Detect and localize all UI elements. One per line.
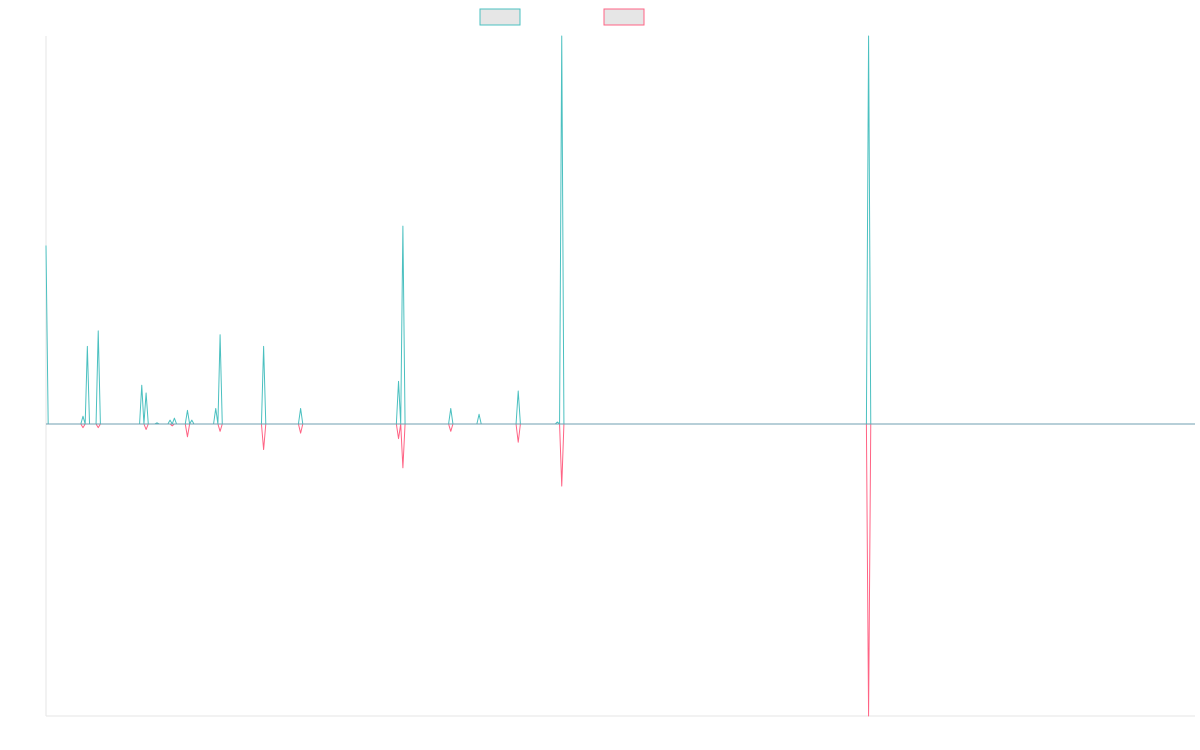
axes: [45, 36, 1195, 717]
series-layer: [45, 35, 1195, 717]
legend-swatch-1[interactable]: [479, 8, 521, 26]
legend-swatch-2[interactable]: [603, 8, 645, 26]
series-line-1: [45, 35, 1195, 425]
legend: [479, 8, 645, 26]
series-line-2: [46, 423, 1195, 717]
